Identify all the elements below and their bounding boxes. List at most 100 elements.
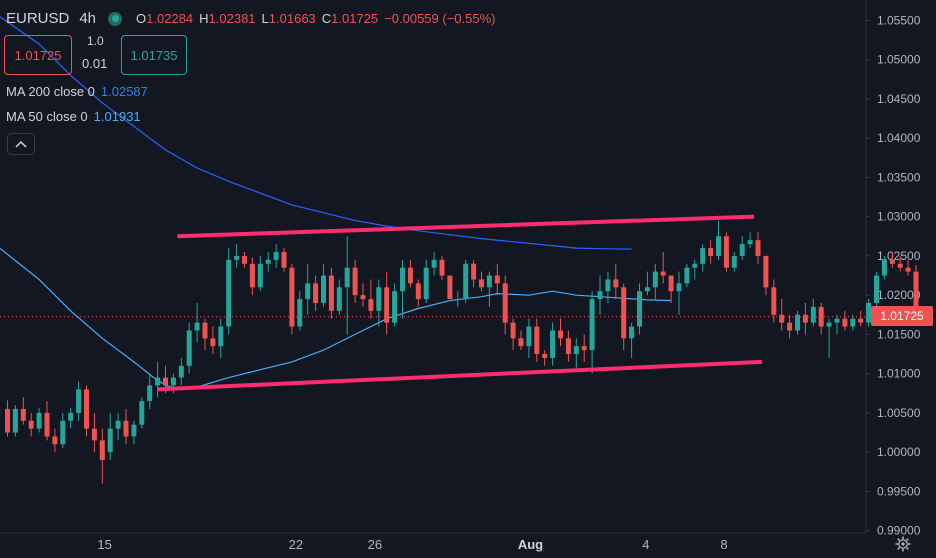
candle-body [328, 275, 334, 311]
price-tick-label: 1.05000 [877, 53, 921, 67]
candle-body [368, 299, 374, 311]
candle-body [818, 306, 824, 327]
candle-body [44, 412, 50, 437]
chevron-up-icon [15, 140, 27, 148]
candle-body [218, 326, 224, 347]
channel-lines[interactable] [157, 214, 763, 392]
candle-body [581, 346, 587, 351]
candle-body [52, 436, 58, 445]
symbol-name[interactable]: EURUSD [6, 10, 70, 27]
time-tick-label: 4 [642, 537, 649, 552]
candle-body [265, 259, 271, 264]
candle-body [84, 389, 89, 429]
change-value: −0.00559 (−0.55%) [384, 11, 496, 26]
price-axis[interactable]: 1.05500 1.05000 1.04500 1.04000 1.03500 1.030… [865, 0, 921, 538]
quantity-value[interactable]: 1.0 [87, 34, 104, 48]
candle-body [834, 318, 840, 323]
price-tick-label: 1.00500 [877, 406, 921, 420]
candle-body [297, 299, 303, 327]
candle-body [913, 271, 919, 317]
candle-body [518, 338, 524, 347]
candle-body [12, 408, 18, 433]
candle-body [494, 275, 500, 284]
candle-body [439, 259, 445, 276]
candle-body [486, 275, 492, 288]
candle-body [273, 251, 279, 260]
candle-body [747, 240, 753, 245]
low-value: 1.01663 [268, 11, 316, 26]
candle-body [550, 330, 556, 358]
candle-body [771, 287, 777, 315]
ma50-legend[interactable]: MA 50 close 0 1.01931 [6, 109, 141, 124]
candles [5, 220, 919, 484]
candle-body [210, 338, 216, 347]
ma50-path [0, 247, 672, 390]
gear-icon [895, 536, 911, 552]
candle-body [36, 412, 42, 429]
candle-body [242, 255, 247, 264]
candle-body [542, 354, 548, 358]
quantity-step[interactable]: 0.01 [82, 56, 108, 71]
ma200-legend[interactable]: MA 200 close 0 1.02587 [6, 84, 148, 99]
channel-lower-line[interactable] [157, 359, 763, 392]
candle-body [407, 267, 413, 284]
candle-body [629, 326, 635, 339]
candle-body [257, 263, 263, 288]
candle-body [558, 330, 563, 339]
time-tick-label: 22 [289, 537, 303, 552]
candle-body [155, 377, 161, 386]
ma50-value: 1.01931 [93, 109, 141, 124]
candle-body [249, 263, 255, 288]
candle-body [455, 299, 461, 301]
high-value: 1.02381 [208, 11, 256, 26]
candle-body [779, 314, 785, 323]
candle-body [787, 322, 793, 331]
close-value: 1.01725 [331, 11, 379, 26]
timeframe[interactable]: 4h [79, 10, 97, 27]
candle-body [336, 287, 342, 311]
time-tick-label: 15 [97, 537, 111, 552]
candle-body [202, 322, 208, 339]
candle-body [795, 314, 800, 331]
sell-button[interactable]: 1.01725 [4, 35, 72, 75]
price-tick-label: 1.03000 [877, 210, 921, 224]
ma50-line [0, 247, 672, 390]
time-tick-label: Aug [518, 537, 543, 552]
channel-upper-line[interactable] [177, 214, 755, 239]
price-tick-label: 1.02500 [877, 249, 921, 263]
candle-body [858, 318, 864, 323]
candle-body [526, 326, 532, 347]
price-tick-label: 1.00000 [877, 445, 921, 459]
candle-body [881, 259, 887, 276]
time-axis[interactable]: 15 22 26 Aug 4 8 [0, 532, 866, 552]
time-tick-label: 26 [368, 537, 382, 552]
candle-body [289, 267, 295, 327]
candle-body [60, 420, 66, 445]
candle-body [850, 318, 856, 327]
candle-body [534, 326, 540, 355]
candle-body [447, 275, 453, 300]
candle-body [20, 408, 26, 421]
candle-body [613, 279, 619, 288]
candle-body [597, 291, 603, 300]
market-status-icon[interactable] [108, 11, 123, 26]
candle-body [676, 283, 682, 292]
collapse-legend-button[interactable] [7, 133, 35, 155]
candle-body [99, 440, 105, 460]
candle-body [131, 424, 137, 437]
candle-body [400, 267, 405, 292]
candle-body [313, 283, 319, 304]
candle-body [107, 428, 113, 453]
ma200-value: 1.02587 [100, 84, 148, 99]
candle-body [471, 263, 477, 280]
candle-body [731, 255, 737, 268]
candle-body [810, 306, 816, 323]
candle-body [739, 244, 745, 256]
candle-body [28, 420, 34, 429]
open-value: 1.02284 [146, 11, 194, 26]
price-tick-label: 1.01500 [877, 327, 921, 341]
chart-settings-button[interactable] [894, 535, 912, 553]
candle-body [826, 322, 832, 327]
buy-button[interactable]: 1.01735 [121, 35, 187, 75]
